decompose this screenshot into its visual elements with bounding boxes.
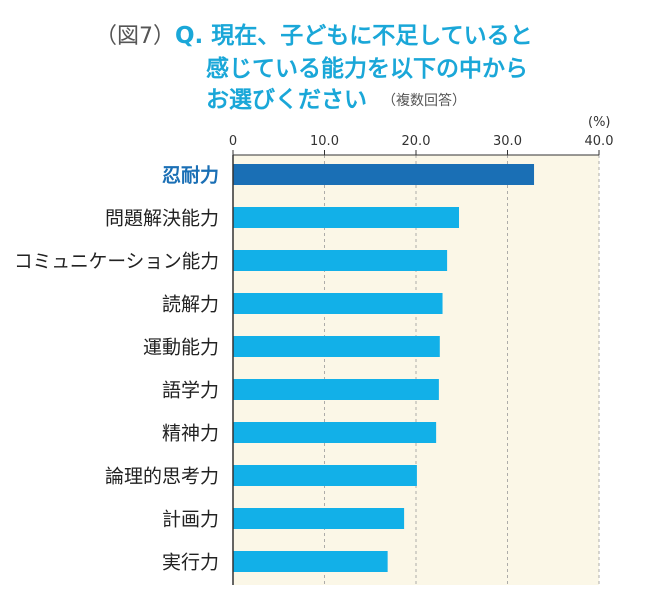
x-tick-label: 20.0 <box>402 134 431 149</box>
bar <box>233 422 437 443</box>
x-tick-label: 10.0 <box>310 134 339 149</box>
category-label: 語学力 <box>162 380 219 402</box>
x-tick-label: 40.0 <box>585 134 614 149</box>
category-label: 実行力 <box>162 552 219 574</box>
bar <box>233 293 443 314</box>
category-label: 計画力 <box>162 509 219 531</box>
x-tick-label: 0 <box>229 134 237 149</box>
bar <box>233 336 440 357</box>
category-labels: 忍耐力問題解決能力コミュニケーション能力読解力運動能力語学力精神力論理的思考力計… <box>14 164 219 574</box>
category-label: 忍耐力 <box>162 164 219 187</box>
x-axis-ticks: 0 10.0 20.0 30.0 40.0 <box>229 134 614 155</box>
category-label: 論理的思考力 <box>105 466 219 488</box>
category-label: 問題解決能力 <box>105 208 219 230</box>
category-label: 運動能力 <box>143 337 219 359</box>
figure-label: （図7） <box>95 24 175 49</box>
bar <box>233 164 535 185</box>
chart-title-line-3: お選びください <box>206 87 367 113</box>
bars <box>233 164 535 572</box>
bar <box>233 465 417 486</box>
category-label: 精神力 <box>162 423 219 445</box>
bar <box>233 508 405 529</box>
x-tick-label: 30.0 <box>493 134 522 149</box>
bar <box>233 379 439 400</box>
chart-title-line-2: 感じている能力を以下の中から <box>206 55 528 82</box>
bar <box>233 207 460 228</box>
bar <box>233 551 388 572</box>
multiple-answer-note: （複数回答） <box>382 92 466 109</box>
bar <box>233 250 448 271</box>
category-label: コミュニケーション能力 <box>14 251 219 273</box>
category-label: 読解力 <box>162 294 219 316</box>
chart-title-line-1: Q. 現在、子どもに不足していると <box>175 22 533 49</box>
unit-label: (%) <box>588 115 611 130</box>
